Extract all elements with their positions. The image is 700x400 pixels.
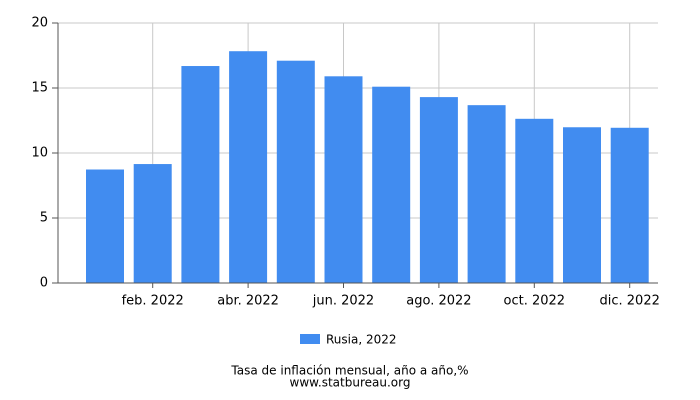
y-tick-label: 20 (31, 16, 48, 31)
bar (276, 60, 315, 284)
bar (133, 164, 172, 283)
x-tick-label: oct. 2022 (504, 294, 566, 309)
bar (515, 118, 554, 283)
x-tick-label: jun. 2022 (312, 294, 374, 309)
bar (86, 169, 124, 283)
x-tick-label: ago. 2022 (406, 294, 471, 309)
bar (229, 51, 268, 284)
x-tick-label: feb. 2022 (122, 294, 184, 309)
y-tick-label: 15 (31, 81, 48, 96)
y-tick-label: 0 (40, 276, 48, 291)
bar (419, 97, 458, 283)
y-tick-label: 5 (40, 211, 48, 226)
bar (610, 127, 649, 283)
x-tick-label: dic. 2022 (600, 294, 660, 309)
bar (324, 76, 363, 283)
bar (563, 127, 601, 283)
y-tick-label: 10 (31, 146, 48, 161)
source: www.statbureau.org (290, 376, 411, 390)
x-tick-label: abr. 2022 (217, 294, 279, 309)
legend-swatch (300, 334, 320, 344)
bar (181, 66, 220, 283)
chart-title: Tasa de inflación mensual, año a año,% (230, 364, 468, 378)
bar (467, 105, 506, 283)
legend-label: Rusia, 2022 (326, 333, 397, 347)
bar (372, 86, 411, 283)
